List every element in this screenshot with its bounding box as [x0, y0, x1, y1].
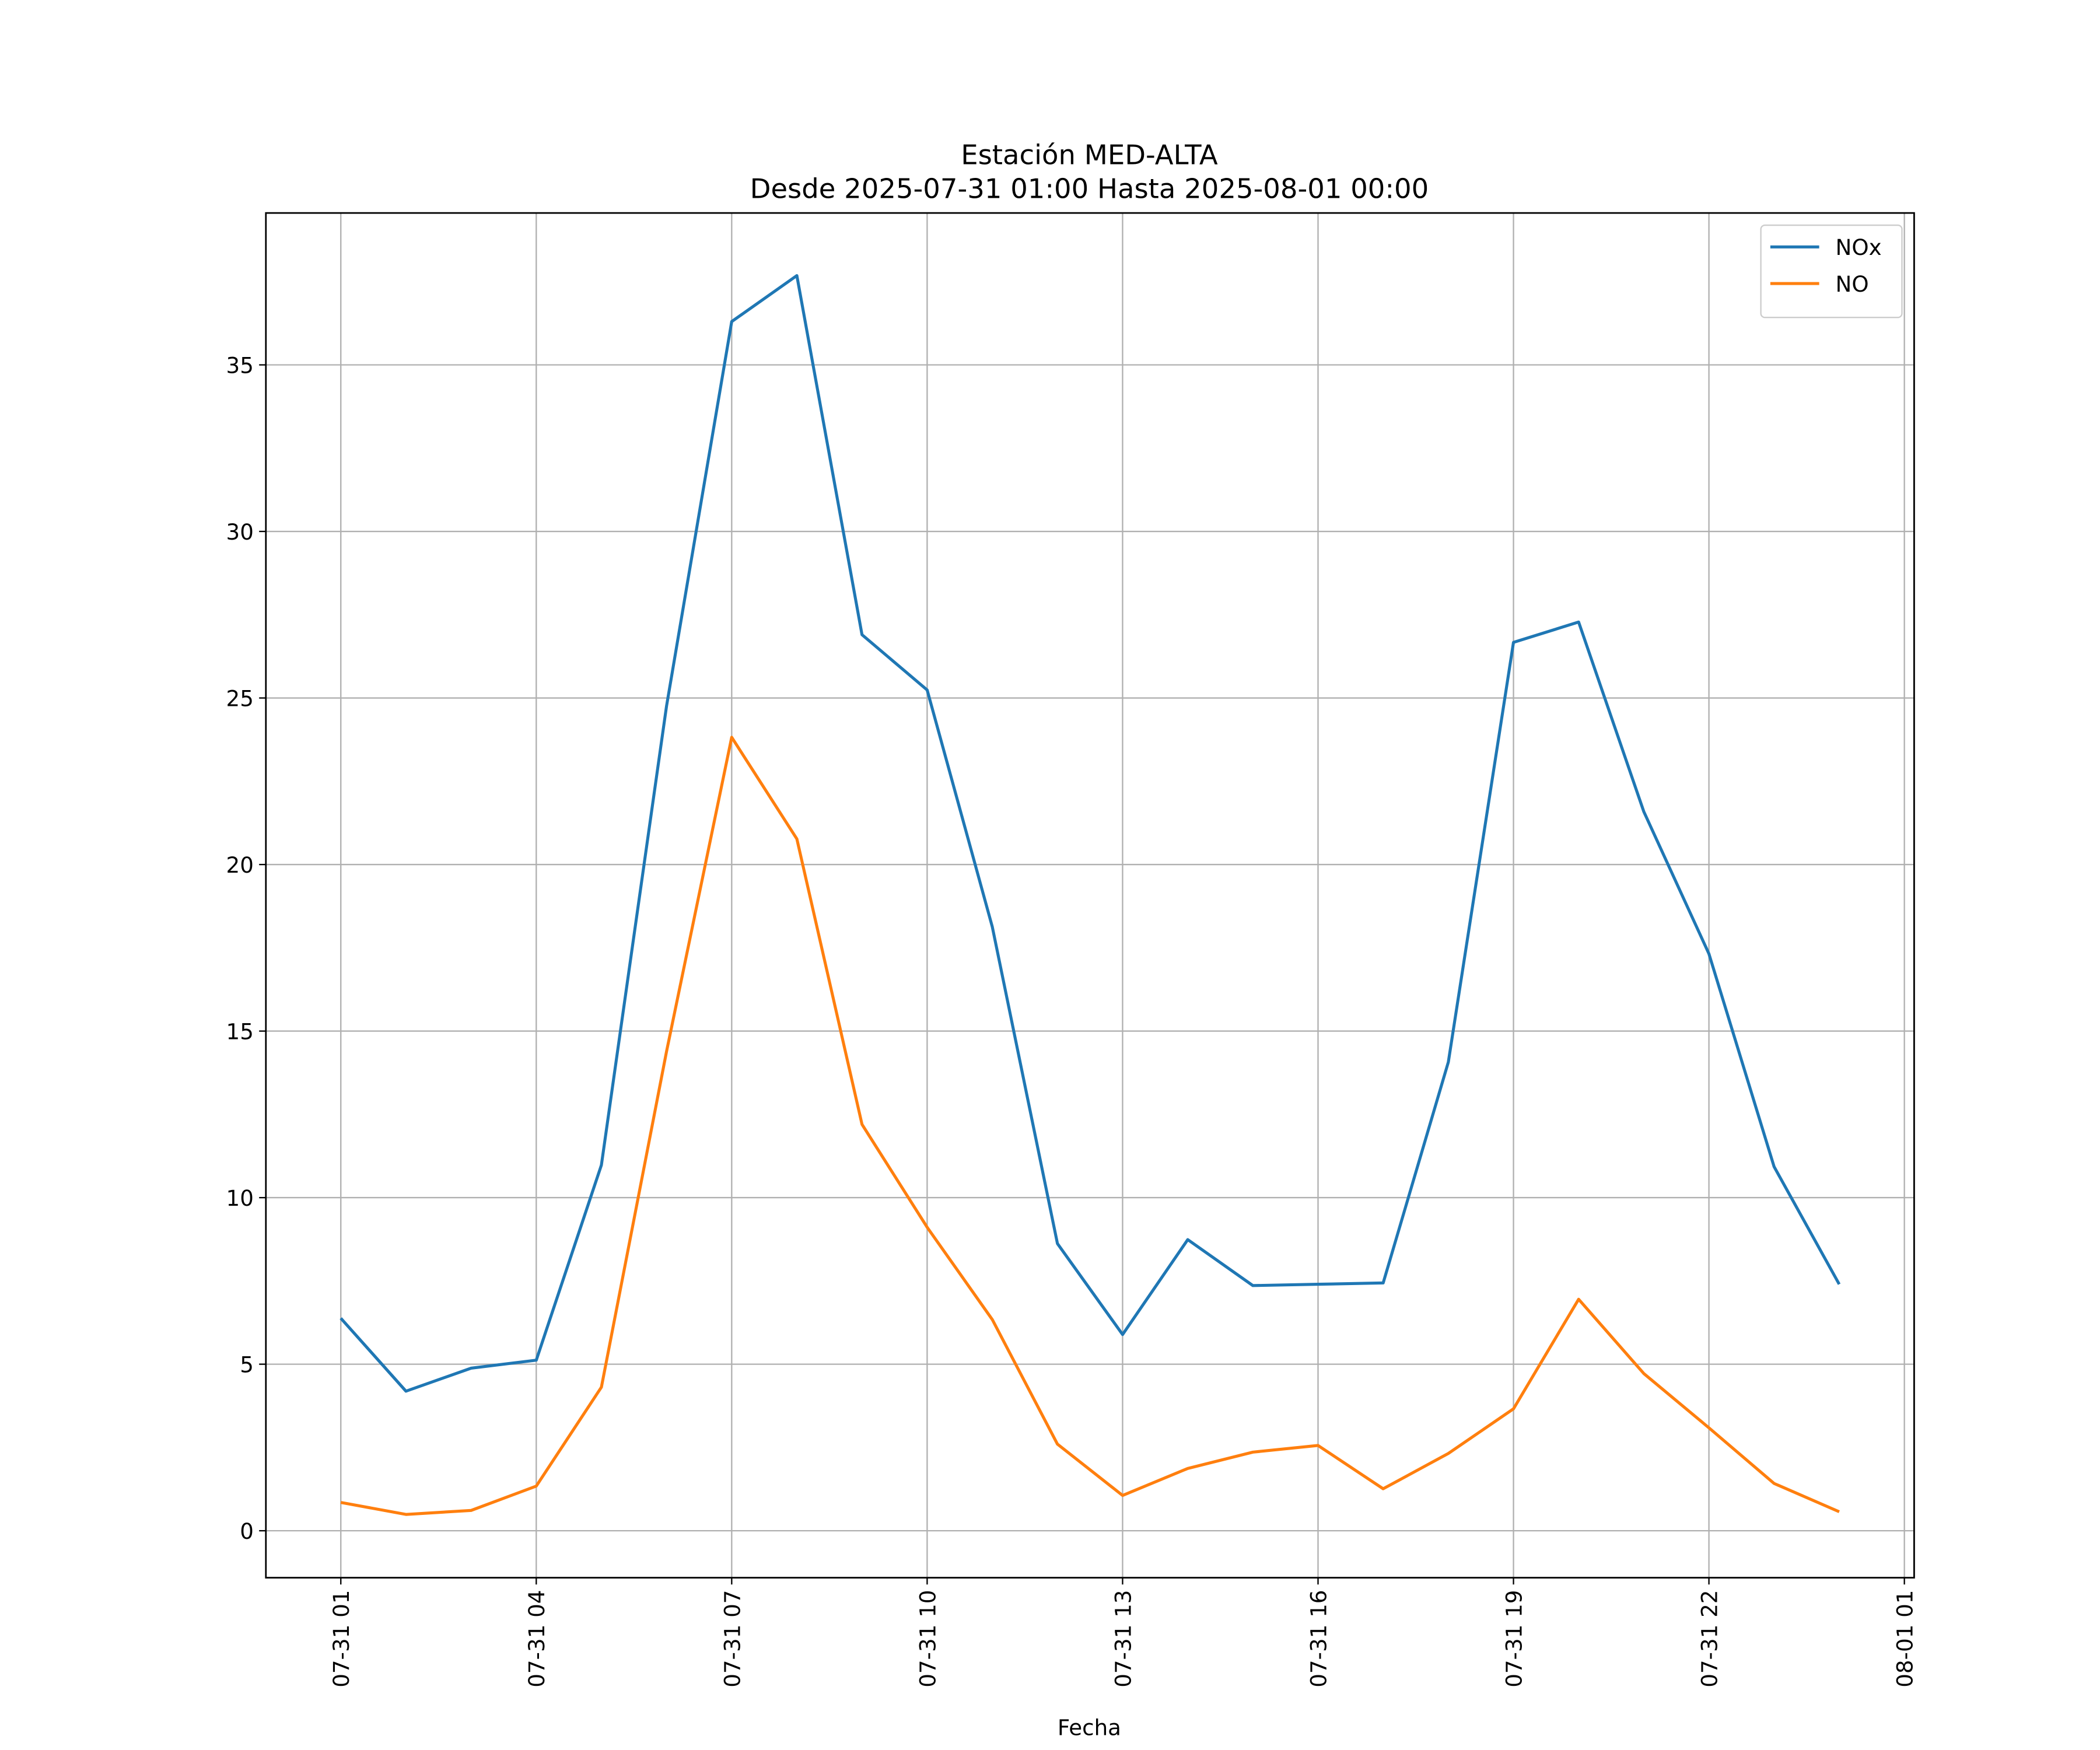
x-tick-label: 07-31 16 — [1306, 1590, 1331, 1688]
y-tick-label: 15 — [226, 1019, 254, 1045]
y-tick-label: 35 — [226, 352, 254, 378]
x-tick-label: 07-31 07 — [719, 1590, 745, 1688]
y-tick-label: 10 — [226, 1185, 254, 1211]
x-tick-label: 07-31 01 — [328, 1590, 354, 1688]
x-tick-label: 07-31 13 — [1110, 1590, 1136, 1688]
chart-subtitle: Desde 2025-07-31 01:00 Hasta 2025-08-01 … — [750, 173, 1429, 205]
y-tick-label: 20 — [226, 852, 254, 878]
x-axis-label: Fecha — [1058, 1714, 1121, 1740]
x-tick-label: 07-31 10 — [915, 1590, 940, 1688]
x-tick-label: 07-31 04 — [524, 1590, 550, 1688]
chart-title: Estación MED-ALTA — [961, 139, 1218, 170]
legend-label: NOx — [1836, 235, 1882, 260]
x-tick-label: 07-31 22 — [1697, 1590, 1723, 1688]
y-tick-label: 30 — [226, 519, 254, 545]
plot-frame — [265, 212, 1915, 1579]
x-tick-label: 08-01 01 — [1892, 1590, 1918, 1688]
legend-label: NO — [1836, 271, 1869, 297]
y-tick-label: 5 — [240, 1352, 254, 1378]
line-series — [340, 736, 1840, 1516]
y-tick-label: 25 — [226, 685, 254, 711]
y-tick-label: 0 — [240, 1518, 254, 1544]
x-tick-label: 07-31 19 — [1501, 1590, 1527, 1688]
line-series — [340, 274, 1841, 1393]
